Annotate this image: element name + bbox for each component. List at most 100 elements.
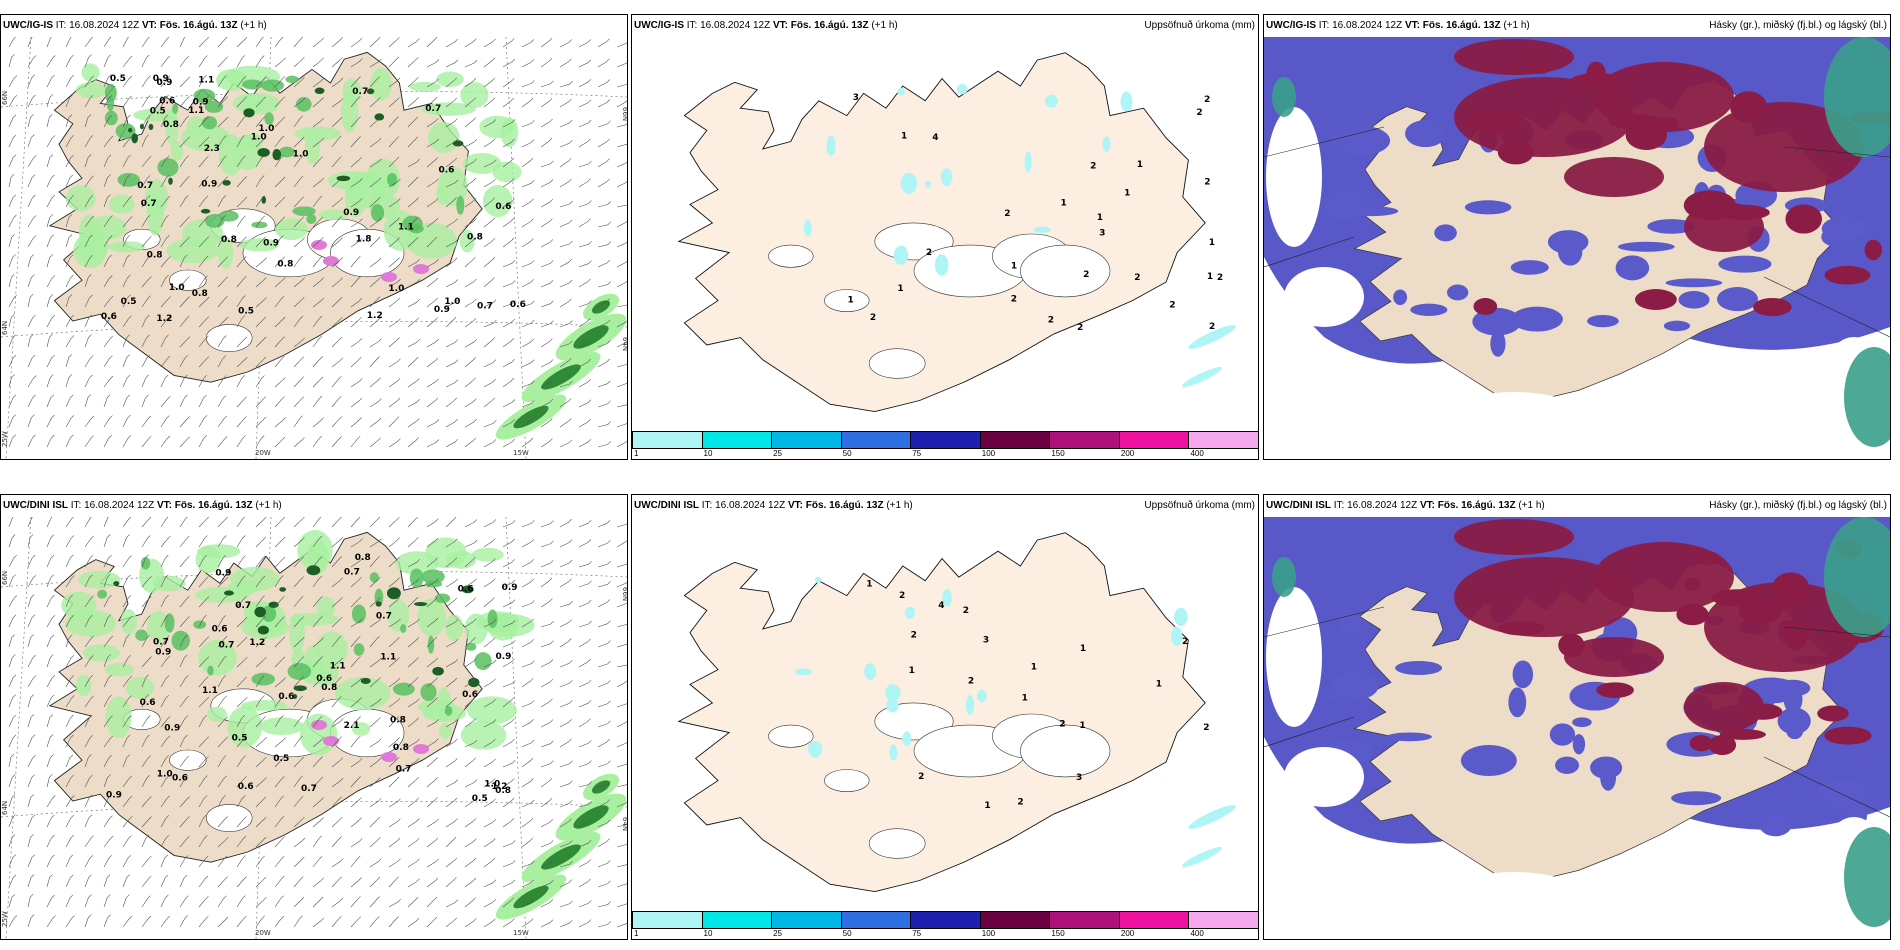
wind-barb	[236, 96, 248, 108]
wind-barb	[255, 855, 265, 868]
wind-barb	[597, 880, 611, 888]
wind-barb	[521, 437, 534, 448]
wind-barb	[445, 157, 458, 168]
wind-barb	[255, 656, 267, 668]
wind-barb	[559, 439, 573, 448]
wind-barb	[198, 535, 208, 548]
precip-value-label: 2	[1059, 720, 1065, 730]
panel-header: UWC/DINI ISL IT: 16.08.2024 12Z VT: Fös.…	[1264, 495, 1890, 517]
wind-barb	[312, 737, 324, 748]
wind-barb	[350, 178, 363, 188]
wind-barb	[388, 97, 400, 108]
wind-map[interactable]: 0.9 0.6 0.5 1.2 0.6 1.0 0.8 1.0 0.9 0.7 0.8 0.5 1.0 0…	[1, 37, 627, 459]
glacier-area	[169, 269, 207, 291]
wind-barb	[426, 557, 438, 568]
wind-barb	[65, 714, 74, 728]
wind-barb	[331, 237, 343, 248]
wind-barb	[27, 774, 35, 788]
high-cloud-patch	[1676, 603, 1709, 626]
wind-barb	[236, 575, 246, 588]
wind-barb	[540, 438, 553, 448]
wind-barb	[122, 815, 133, 828]
cloud-map[interactable]	[1264, 37, 1890, 459]
precip-value-label: 2	[926, 248, 932, 258]
wind-barb	[464, 658, 477, 668]
wind-barb	[84, 614, 93, 628]
wind-barb	[388, 217, 400, 228]
wind-barb	[445, 557, 458, 568]
wind-barb	[331, 257, 343, 268]
wind-barb	[8, 614, 17, 628]
wind-barb	[274, 795, 284, 808]
wind-barb	[236, 816, 247, 828]
wind-barb	[388, 716, 400, 728]
cloud-edge-area	[1272, 557, 1296, 597]
wind-barb	[616, 404, 627, 408]
wind-barb	[483, 637, 496, 648]
wind-barbs	[8, 517, 627, 928]
wind-barb	[8, 694, 16, 708]
wind-barb	[616, 100, 627, 108]
wind-barb	[483, 257, 495, 268]
wind-value-label: 0.9	[155, 648, 171, 658]
wind-barb	[369, 576, 381, 588]
wind-barb	[122, 374, 131, 388]
moderate-precip-patch	[117, 172, 140, 187]
heavy-precip-patch	[374, 113, 385, 121]
wind-barb	[559, 919, 573, 928]
graticule-line	[1783, 626, 1890, 638]
light-precip-patch	[104, 662, 134, 677]
wind-barb	[559, 760, 573, 768]
wind-barb	[274, 737, 286, 748]
moderate-precip-patch	[104, 83, 117, 103]
wind-value-label: 0.7	[425, 104, 441, 114]
wind-barb	[464, 418, 477, 428]
mid-cloud-patch	[1618, 241, 1675, 252]
wind-barb	[236, 75, 247, 88]
wind-barb	[27, 434, 36, 448]
wind-barb	[312, 596, 323, 608]
wind-barb	[141, 755, 151, 768]
wind-barb	[236, 616, 248, 628]
wind-barb	[141, 615, 151, 628]
wind-barb	[407, 578, 420, 588]
wind-barb	[578, 760, 592, 768]
wind-map[interactable]: 0.5 1.1 0.8 0.6 0.6 0.9 0.9 0.7 0.5 0.8 0.6 1.0 0.8 0…	[1, 517, 627, 939]
wind-barb	[350, 397, 363, 408]
precip-value-label: 1	[1207, 272, 1213, 282]
cloud-map[interactable]	[1264, 517, 1890, 939]
wind-barb	[331, 718, 344, 728]
wind-barb	[388, 697, 401, 708]
wind-barb	[8, 814, 16, 828]
wind-barb	[483, 159, 497, 168]
wind-barb	[122, 334, 130, 348]
wind-barb	[46, 37, 52, 48]
wind-barb	[122, 435, 132, 448]
wind-barb	[274, 216, 286, 228]
moderate-precip-patch	[456, 195, 465, 215]
wind-barb	[274, 836, 285, 848]
mid-cloud-patch	[1572, 734, 1586, 755]
wind-barb	[312, 715, 323, 728]
wind-barb	[27, 554, 36, 568]
wind-barb	[274, 116, 286, 128]
wind-barb	[331, 876, 343, 888]
wind-barb	[27, 215, 37, 228]
wind-barb	[274, 756, 285, 768]
wind-barb	[141, 895, 151, 908]
colorbar-swatch	[979, 911, 1051, 929]
wind-barb	[483, 619, 497, 628]
wind-barb	[407, 637, 419, 648]
wind-barb	[502, 280, 516, 288]
wind-barb	[616, 83, 627, 88]
wind-barb	[331, 736, 342, 748]
wind-barb	[521, 700, 535, 708]
wind-barb	[388, 56, 400, 68]
light-precip-area	[1174, 607, 1188, 627]
light-precip-patch	[198, 639, 237, 676]
colorbar-swatch	[910, 911, 981, 929]
wind-value-label: 0.9	[164, 723, 180, 733]
